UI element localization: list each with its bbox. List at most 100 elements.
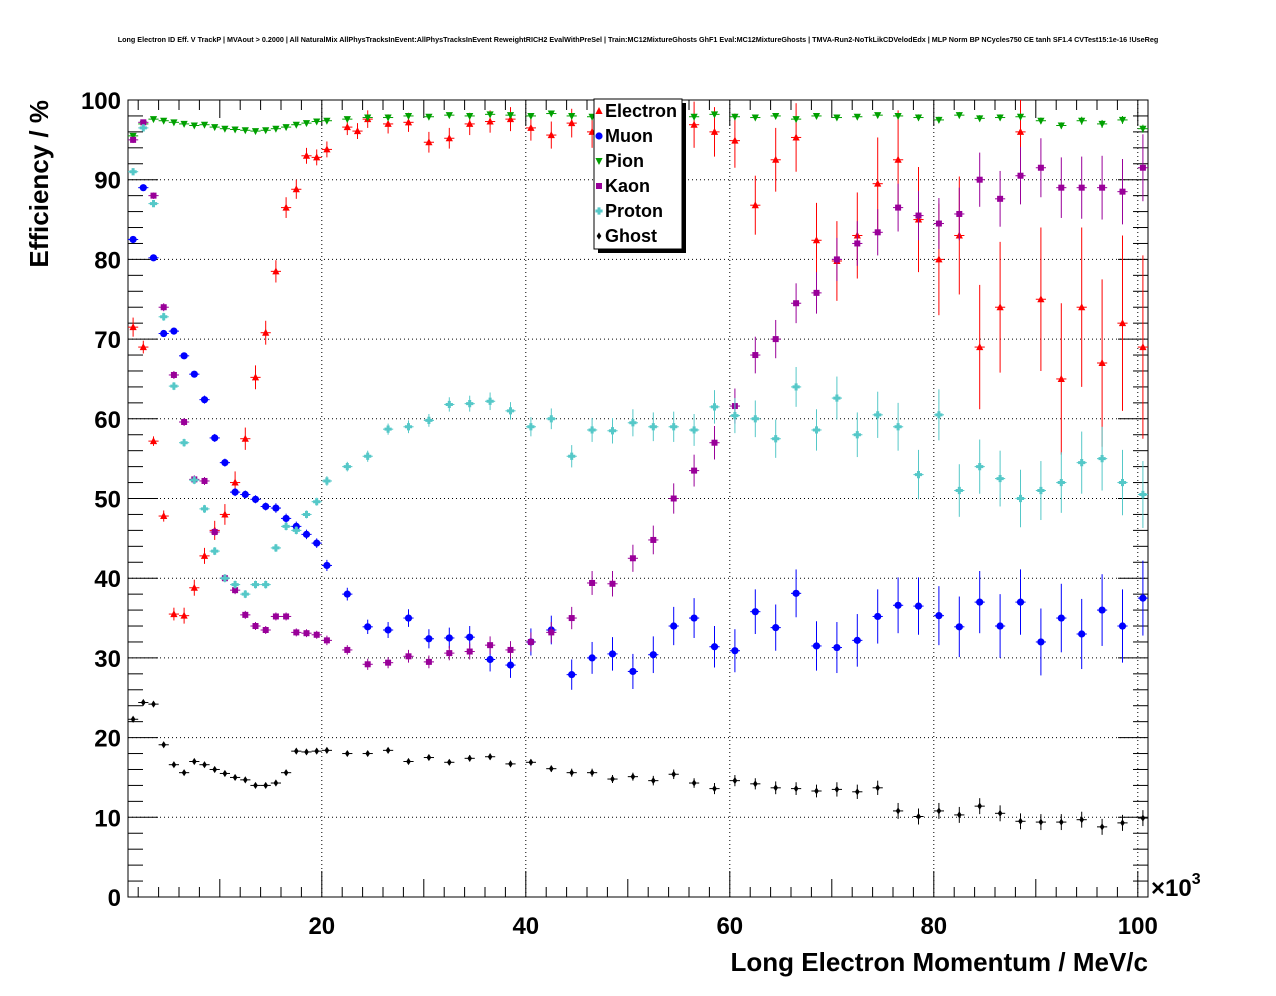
ghost-point (1117, 814, 1128, 831)
kaon-marker (130, 136, 137, 143)
electron-marker (547, 131, 555, 139)
electron-marker (180, 611, 188, 619)
kaon-point (128, 136, 139, 144)
legend-label-kaon: Kaon (605, 176, 650, 196)
proton-point (199, 504, 210, 513)
electron-marker (160, 512, 168, 520)
proton-marker (710, 403, 719, 411)
ghost-marker (171, 761, 177, 769)
electron-point (179, 607, 190, 624)
pion-marker (894, 112, 902, 120)
muon-point (974, 571, 985, 634)
pion-marker (211, 124, 219, 132)
pion-point (291, 121, 302, 129)
pion-marker (547, 110, 555, 118)
ghost-marker (324, 746, 330, 754)
electron-marker (149, 437, 158, 445)
muon-marker (486, 655, 494, 664)
proton-point (1117, 449, 1128, 516)
proton-point (189, 476, 200, 485)
electron-point (250, 365, 261, 390)
pion-marker (323, 117, 331, 125)
kaon-point (209, 527, 220, 536)
proton-marker (343, 463, 351, 471)
kaon-marker (507, 646, 514, 653)
pion-marker (812, 112, 821, 120)
kaon-point (872, 209, 883, 256)
electron-point (750, 175, 761, 235)
muon-point (893, 577, 904, 634)
proton-marker (323, 477, 331, 485)
pion-point (444, 112, 455, 120)
kaon-marker (364, 661, 371, 668)
ghost-marker (691, 779, 697, 787)
proton-marker (914, 470, 923, 479)
ghost-marker (181, 769, 187, 777)
muon-marker (323, 561, 331, 570)
proton-marker (200, 505, 209, 513)
ghost-marker (1140, 814, 1146, 822)
kaon-point (342, 645, 353, 655)
muon-marker (568, 671, 576, 679)
legend: Electron Muon Pion Kaon Proton Ghost (593, 98, 686, 253)
pion-point (1015, 113, 1026, 121)
muon-point (270, 503, 281, 513)
ghost-marker (140, 698, 146, 707)
pion-marker (343, 116, 351, 124)
electron-point (148, 436, 159, 446)
proton-marker (996, 474, 1004, 483)
muon-marker (231, 488, 239, 496)
legend-label-proton: Proton (605, 201, 663, 221)
proton-point (179, 438, 190, 447)
electron-point (219, 504, 230, 525)
proton-marker (251, 580, 260, 589)
muon-point (250, 495, 261, 504)
electron-marker (241, 434, 249, 442)
proton-point (1056, 452, 1067, 513)
electron-marker (731, 136, 739, 144)
x-axis-title: Long Electron Momentum / MeV/c (731, 947, 1148, 977)
proton-point (648, 412, 659, 442)
muon-marker (1057, 614, 1065, 622)
proton-marker (445, 400, 453, 409)
kaon-marker (935, 220, 942, 227)
electron-marker (1139, 343, 1147, 351)
pion-point (791, 116, 802, 124)
ghost-point (281, 769, 292, 777)
muon-marker (302, 530, 311, 538)
electron-point (1097, 279, 1108, 447)
proton-point (148, 200, 159, 208)
x-tick-label: 100 (1118, 913, 1158, 940)
ghost-point (933, 802, 944, 819)
pion-point (148, 116, 159, 124)
proton-point (250, 580, 261, 589)
electron-marker (690, 120, 698, 128)
ghost-marker (385, 746, 391, 754)
grid-lines (128, 99, 1148, 898)
proton-point (219, 574, 230, 583)
ghost-point (423, 753, 434, 762)
proton-point (1137, 461, 1148, 528)
proton-point (607, 418, 618, 444)
ghost-marker (426, 753, 432, 762)
electron-marker (384, 119, 392, 127)
kaon-marker (670, 495, 677, 502)
pion-marker (1057, 122, 1065, 130)
proton-marker (211, 547, 219, 555)
kaon-point (607, 571, 618, 597)
muon-marker (160, 329, 168, 338)
electron-point (974, 284, 985, 410)
electron-marker (292, 185, 300, 193)
proton-point (587, 418, 598, 442)
kaon-point (505, 641, 516, 659)
kaon-point (444, 645, 455, 661)
proton-marker (731, 412, 739, 420)
proton-marker (976, 463, 984, 471)
ghost-marker (610, 775, 615, 783)
proton-point (689, 414, 700, 446)
kaon-marker (1037, 164, 1044, 171)
muon-point (872, 589, 883, 644)
muon-point (954, 596, 965, 658)
ghost-point (219, 769, 230, 778)
